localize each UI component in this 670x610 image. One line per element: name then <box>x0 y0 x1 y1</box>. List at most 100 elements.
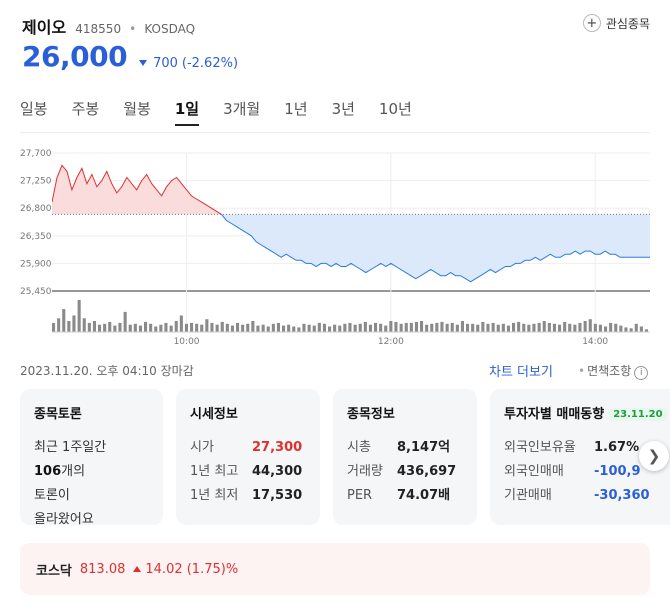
volume-bar <box>328 326 332 332</box>
tab-5[interactable]: 1년 <box>284 100 308 118</box>
favorite-label: 관심종목 <box>605 16 650 31</box>
price-line-up <box>52 164 223 215</box>
chart-more-link[interactable]: 차트 더보기 <box>489 365 553 380</box>
volume-bar <box>389 321 393 332</box>
row-value: 17,530 <box>252 488 303 503</box>
row-value: -100,9 <box>594 464 641 479</box>
volume-bar <box>353 324 357 332</box>
volume-bar <box>333 324 337 332</box>
volume-bar <box>399 323 403 332</box>
index-value: 813.08 <box>79 561 126 577</box>
tab-4[interactable]: 3개월 <box>223 100 261 118</box>
info-row: 기관매매 -30,360 <box>504 484 656 508</box>
volume-bar <box>384 325 388 332</box>
row-label: PER <box>347 488 373 503</box>
volume-bar <box>92 321 96 332</box>
volume-bar <box>195 323 199 332</box>
kosdaq-index-bar[interactable]: 코스닥 813.08 14.02 (1.75)% <box>20 543 650 595</box>
volume-bar <box>184 323 188 332</box>
volume-bar <box>82 318 86 332</box>
volume-bar <box>292 326 296 332</box>
info-row: 시가 27,300 <box>190 436 306 460</box>
volume-bar <box>501 323 505 332</box>
talk-card[interactable]: 종목토론 최근 1주일간 106개의 토론이 올라왔어요 <box>20 389 163 525</box>
volume-bar <box>634 323 638 332</box>
volume-bar <box>179 315 183 332</box>
tab-0[interactable]: 일봉 <box>20 100 48 118</box>
volume-bar <box>363 321 367 332</box>
volume-bar <box>108 321 112 332</box>
volume-bar <box>517 321 521 332</box>
volume-bar <box>486 323 490 332</box>
market-datetime: 2023.11.20. 오후 04:10 장마감 <box>20 364 194 378</box>
price-change: 700 (-2.62%) <box>139 56 238 71</box>
y-tick-label: 27,700 <box>20 149 52 159</box>
talk-line-4: 올라왔어요 <box>34 512 94 525</box>
volume-bar <box>394 321 398 332</box>
volume-bar <box>164 322 168 332</box>
volume-bar <box>476 324 480 332</box>
tab-7[interactable]: 10년 <box>378 100 412 118</box>
volume-bar <box>522 323 526 332</box>
row-label: 1년 최저 <box>190 488 239 503</box>
disclaimer-link[interactable]: • 면책조항 i <box>578 362 649 380</box>
info-row: 시총 8,147억 <box>347 436 463 460</box>
date-badge: 23.11.20 <box>609 408 667 421</box>
change-percent: (-2.62%) <box>181 55 239 71</box>
row-value: -30,360 <box>594 488 650 503</box>
volume-bar <box>174 321 178 332</box>
volume-bar <box>466 323 470 332</box>
volume-bar <box>573 324 577 332</box>
period-tabs: 일봉 주봉 월봉 1일 3개월 1년 3년 10년 <box>20 94 436 132</box>
quote-info-card[interactable]: 시세정보 시가 27,300 1년 최고 44,300 1년 최저 17,530 <box>176 389 320 525</box>
tab-3[interactable]: 1일 <box>174 94 200 132</box>
info-row: 거래량 436,697 <box>347 460 463 484</box>
volume-bar <box>220 321 224 332</box>
volume-bar <box>379 323 383 332</box>
row-value: 74.07배 <box>397 488 451 503</box>
volume-bar <box>445 323 449 332</box>
volume-bar <box>420 321 424 332</box>
volume-bar <box>338 325 342 332</box>
volume-bar <box>215 324 219 332</box>
stock-info-card[interactable]: 종목정보 시총 8,147억 거래량 436,697 PER 74.07배 <box>333 389 477 525</box>
add-favorite-button[interactable]: + 관심종목 <box>582 14 650 32</box>
volume-bar <box>77 300 81 332</box>
talk-line-3: 토론이 <box>34 488 70 503</box>
price-area-down <box>221 214 650 282</box>
volume-bar <box>133 323 137 332</box>
volume-bar <box>118 322 122 332</box>
up-triangle-icon <box>133 566 142 572</box>
price-row: 26,000 700 (-2.62%) <box>22 40 238 73</box>
chevron-right-icon: ❯ <box>647 447 661 465</box>
volume-bar <box>103 323 107 332</box>
price-line-down <box>220 214 650 283</box>
tab-1[interactable]: 주봉 <box>71 100 100 118</box>
volume-bar <box>205 319 209 332</box>
volume-bar <box>123 311 127 332</box>
volume-bar <box>460 321 464 332</box>
volume-bar <box>598 324 602 332</box>
volume-bar <box>512 322 516 332</box>
plus-icon: + <box>582 14 601 32</box>
intraday-chart[interactable]: 27,700 27,250 26,800 26,350 25,900 25,450 10:0… <box>0 140 670 350</box>
tab-2[interactable]: 월봉 <box>123 100 151 118</box>
volume-bar <box>629 328 633 332</box>
volume-bar <box>52 322 56 332</box>
volume-bar <box>200 324 204 332</box>
x-tick-label: 12:00 <box>378 337 404 347</box>
card-title: 종목정보 <box>347 407 395 422</box>
row-value: 8,147억 <box>397 440 451 455</box>
volume-bar <box>435 322 439 332</box>
volume-bar <box>149 323 153 332</box>
volume-bar <box>639 326 643 332</box>
volume-bar <box>542 321 546 332</box>
current-price: 26,000 <box>22 40 128 73</box>
volume-bar <box>225 323 229 332</box>
index-name: 코스닥 <box>36 563 72 579</box>
volume-bar <box>241 324 245 332</box>
row-value: 27,300 <box>252 440 303 455</box>
next-card-button[interactable]: ❯ <box>639 441 669 471</box>
volume-bar <box>159 324 163 332</box>
tab-6[interactable]: 3년 <box>331 100 355 118</box>
